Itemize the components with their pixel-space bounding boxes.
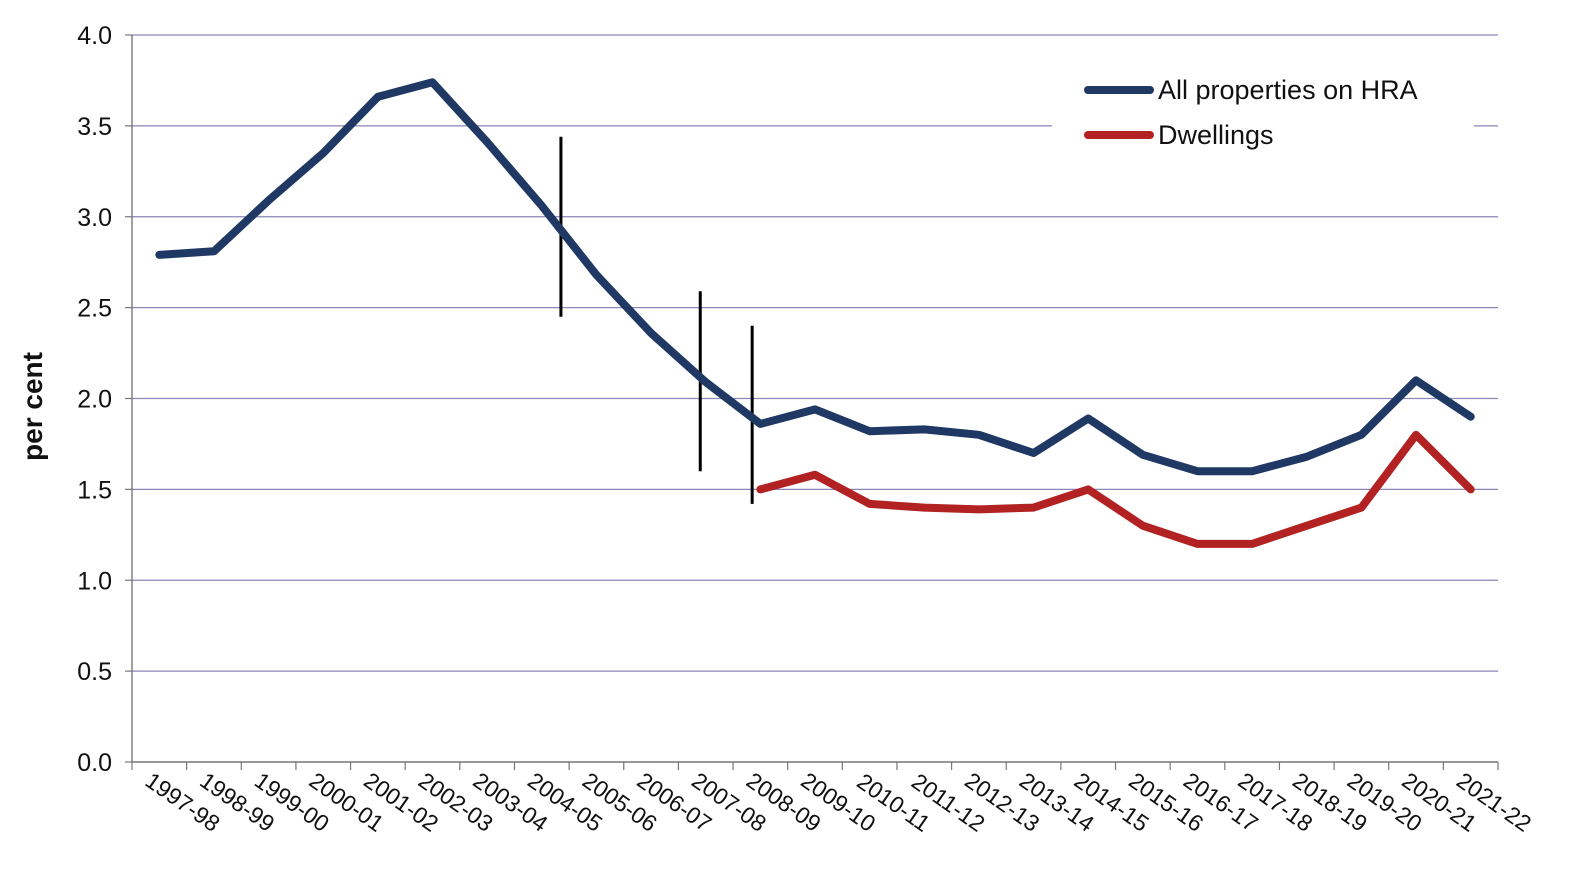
break-markers: [559, 136, 754, 504]
y-axis-label: per cent: [17, 352, 48, 461]
series-line-dwellings: [756, 430, 1475, 548]
axes: [125, 34, 1499, 770]
x-tick-labels: 1997-981998-991999-002000-012001-022002-…: [141, 767, 1536, 837]
y-tick-label: 3.5: [77, 113, 112, 141]
y-tick-labels: 0.0 0.5 1.0 1.5 2.0 2.5 3.0 3.5 4.0: [77, 22, 112, 777]
y-tick-label: 0.5: [77, 658, 112, 686]
legend-box: [1052, 62, 1474, 166]
y-tick-label: 3.0: [77, 204, 112, 232]
y-tick-label: 2.5: [77, 295, 112, 323]
y-tick-label: 1.5: [77, 476, 112, 504]
series-line-all-properties: [155, 78, 1475, 476]
y-tick-label: 4.0: [77, 22, 112, 50]
y-tick-label: 0.0: [77, 749, 112, 777]
y-tick-label: 2.0: [77, 386, 112, 414]
series-lines: [155, 78, 1475, 548]
legend-label: Dwellings: [1158, 120, 1274, 150]
legend-label: All properties on HRA: [1158, 75, 1418, 105]
gridlines: [132, 34, 1498, 672]
y-tick-label: 1.0: [77, 567, 112, 595]
legend: All properties on HRA Dwellings: [1052, 62, 1474, 166]
